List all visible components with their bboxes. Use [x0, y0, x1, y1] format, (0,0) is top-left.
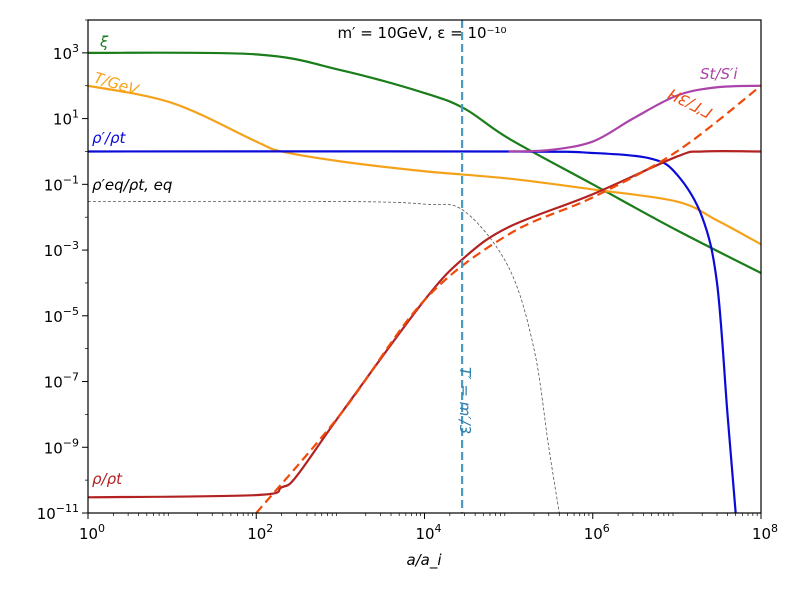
y-tick-label: 10−1 [44, 173, 79, 194]
y-tick-label: 10−5 [44, 305, 79, 326]
series-line-t-gev [88, 84, 761, 246]
x-tick-label: 104 [415, 522, 441, 543]
label-rho-prime: ρ′/ρt [92, 129, 127, 147]
x-tick-label: 108 [752, 522, 778, 543]
y-tick-label: 101 [53, 108, 79, 129]
series-layer [88, 20, 761, 513]
plot-background [88, 20, 761, 513]
series-line-rho-prime [88, 150, 737, 513]
x-tick-label: 102 [247, 522, 273, 543]
label-rho-eq: ρ′eq/ρt, eq [92, 176, 172, 194]
label-entropy: St/S′i [700, 65, 738, 83]
x-tick-label: 100 [79, 522, 105, 543]
x-axis-label: a/a_i [406, 551, 442, 570]
series-line-gamma [255, 84, 761, 513]
label-xi: ξ [99, 33, 109, 51]
y-tick-label: 103 [53, 42, 79, 63]
axis-layer: 100 102 104 106 108 103 101 10−1 10−3 10−5 10−7 10−… [37, 19, 778, 543]
y-tick-label: 10−7 [44, 371, 79, 392]
plot-frame [87, 19, 762, 514]
chart-title: m′ = 10GeV, ε = 10⁻¹⁰ [337, 24, 506, 42]
x-tick-label: 106 [584, 522, 610, 543]
series-line-entropy [508, 84, 761, 153]
series-line-rho-eq [88, 200, 560, 513]
y-tick-label: 10−3 [44, 239, 79, 260]
label-rho: ρ/ρt [92, 470, 123, 488]
label-vline: T′ = m′/3 [456, 367, 474, 434]
y-tick-label: 10−9 [44, 436, 79, 457]
y-tick-label: 10−11 [37, 502, 79, 523]
